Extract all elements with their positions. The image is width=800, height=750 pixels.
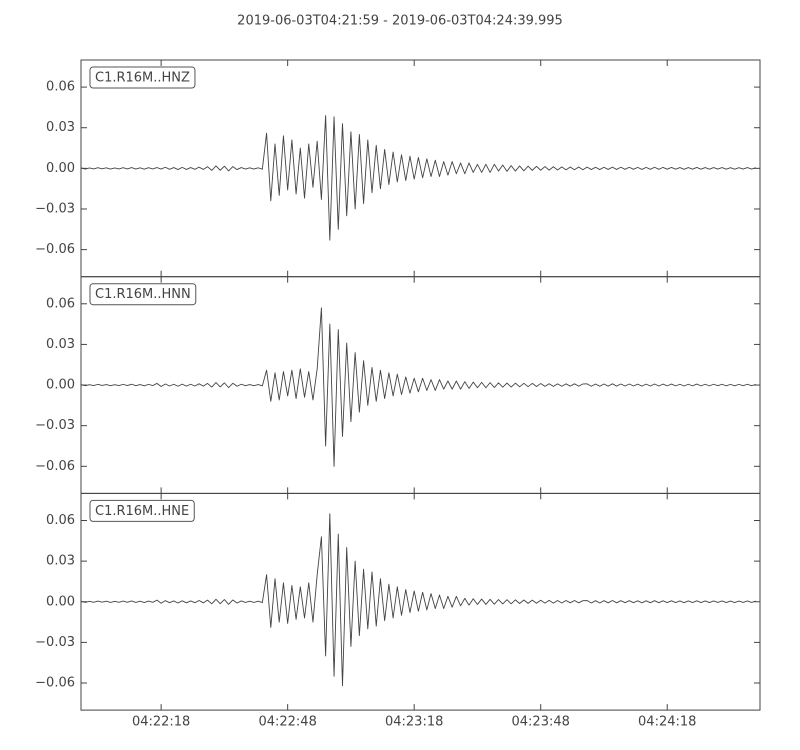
y-tick-label: −0.03	[35, 201, 75, 216]
y-tick-label: 0.00	[46, 161, 75, 176]
y-tick-label: −0.06	[35, 459, 75, 474]
y-tick-label: 0.00	[46, 378, 75, 393]
waveform	[80, 513, 756, 687]
y-tick-label: 0.03	[46, 337, 75, 352]
waveform	[80, 115, 756, 241]
x-tick-label: 04:22:18	[132, 715, 190, 730]
trace-label: C1.R16M..HNN	[95, 287, 191, 302]
y-tick-label: 0.00	[46, 594, 75, 609]
waveform	[80, 307, 756, 467]
y-tick-label: 0.06	[46, 80, 75, 95]
y-tick-label: −0.03	[35, 418, 75, 433]
trace-label-box	[89, 499, 195, 522]
x-tick-label: 04:23:18	[385, 715, 443, 730]
y-tick-label: 0.03	[46, 554, 75, 569]
y-tick-label: −0.03	[35, 635, 75, 650]
chart-title: 2019-06-03T04:21:59 - 2019-06-03T04:24:3…	[237, 14, 563, 29]
y-tick-label: −0.06	[35, 242, 75, 257]
trace-label: C1.R16M..HNE	[95, 504, 189, 519]
y-tick-label: 0.03	[46, 120, 75, 135]
trace-label: C1.R16M..HNZ	[95, 71, 190, 86]
trace-label-box	[89, 283, 197, 306]
x-tick-label: 04:23:48	[512, 715, 570, 730]
y-tick-label: −0.06	[35, 676, 75, 691]
trace-label-box	[89, 66, 196, 89]
x-tick-label: 04:22:48	[258, 715, 316, 730]
y-tick-label: 0.06	[46, 513, 75, 528]
x-tick-label: 04:24:18	[638, 715, 696, 730]
y-tick-label: 0.06	[46, 296, 75, 311]
